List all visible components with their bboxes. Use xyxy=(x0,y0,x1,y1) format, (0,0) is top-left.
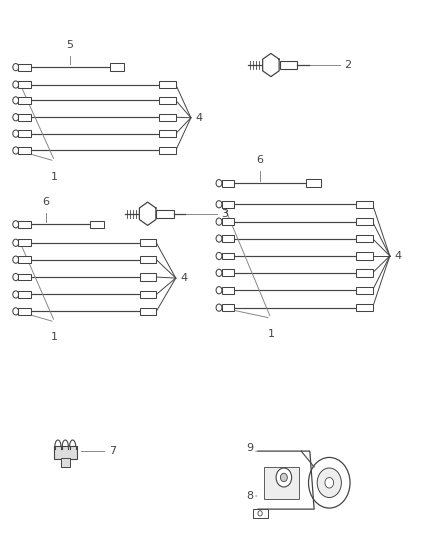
FancyBboxPatch shape xyxy=(61,458,70,467)
Circle shape xyxy=(216,218,222,225)
Polygon shape xyxy=(263,53,279,77)
FancyBboxPatch shape xyxy=(356,218,372,225)
Circle shape xyxy=(258,511,262,516)
Text: 1: 1 xyxy=(51,333,58,342)
FancyBboxPatch shape xyxy=(222,180,234,187)
FancyBboxPatch shape xyxy=(356,304,372,311)
FancyBboxPatch shape xyxy=(159,130,176,138)
FancyBboxPatch shape xyxy=(356,235,372,242)
FancyBboxPatch shape xyxy=(306,180,321,187)
Circle shape xyxy=(216,235,222,242)
FancyBboxPatch shape xyxy=(159,114,176,121)
FancyBboxPatch shape xyxy=(18,239,31,246)
Text: 2: 2 xyxy=(344,60,352,70)
FancyBboxPatch shape xyxy=(53,446,78,459)
Circle shape xyxy=(216,201,222,208)
Circle shape xyxy=(13,63,19,71)
FancyBboxPatch shape xyxy=(18,256,31,263)
FancyBboxPatch shape xyxy=(222,304,234,311)
FancyBboxPatch shape xyxy=(18,291,31,298)
FancyBboxPatch shape xyxy=(18,221,31,228)
Polygon shape xyxy=(139,202,156,225)
FancyBboxPatch shape xyxy=(18,273,31,280)
Text: 1: 1 xyxy=(51,172,58,182)
FancyBboxPatch shape xyxy=(18,64,31,70)
FancyBboxPatch shape xyxy=(279,61,297,69)
Circle shape xyxy=(13,81,19,88)
Circle shape xyxy=(13,221,19,228)
Text: 9: 9 xyxy=(247,443,254,454)
FancyBboxPatch shape xyxy=(253,508,268,518)
FancyBboxPatch shape xyxy=(222,201,234,208)
FancyBboxPatch shape xyxy=(18,81,31,88)
Circle shape xyxy=(13,147,19,154)
FancyBboxPatch shape xyxy=(356,252,372,260)
FancyBboxPatch shape xyxy=(140,239,156,246)
Circle shape xyxy=(13,239,19,246)
Circle shape xyxy=(13,308,19,315)
Circle shape xyxy=(280,473,287,482)
FancyBboxPatch shape xyxy=(140,291,156,298)
FancyBboxPatch shape xyxy=(110,63,124,71)
FancyBboxPatch shape xyxy=(222,235,234,242)
FancyBboxPatch shape xyxy=(18,308,31,315)
FancyBboxPatch shape xyxy=(140,256,156,263)
Text: 3: 3 xyxy=(221,209,228,219)
Circle shape xyxy=(216,180,222,187)
Circle shape xyxy=(13,256,19,263)
FancyBboxPatch shape xyxy=(222,218,234,225)
FancyBboxPatch shape xyxy=(222,269,234,276)
Circle shape xyxy=(216,252,222,260)
Text: 1: 1 xyxy=(267,329,274,339)
Text: 4: 4 xyxy=(180,273,187,283)
FancyBboxPatch shape xyxy=(18,147,31,154)
Polygon shape xyxy=(258,451,314,509)
Text: 4: 4 xyxy=(394,251,401,261)
FancyBboxPatch shape xyxy=(356,287,372,294)
Circle shape xyxy=(13,273,19,281)
Circle shape xyxy=(216,287,222,294)
Circle shape xyxy=(13,97,19,104)
Circle shape xyxy=(13,130,19,137)
Text: 5: 5 xyxy=(66,41,73,50)
FancyBboxPatch shape xyxy=(18,130,31,137)
Text: 6: 6 xyxy=(42,197,49,207)
Circle shape xyxy=(216,269,222,277)
FancyBboxPatch shape xyxy=(356,200,372,208)
Circle shape xyxy=(317,468,341,497)
Circle shape xyxy=(325,478,334,488)
FancyBboxPatch shape xyxy=(140,308,156,315)
Text: 6: 6 xyxy=(257,155,264,165)
FancyBboxPatch shape xyxy=(18,114,31,120)
FancyBboxPatch shape xyxy=(140,273,156,281)
Text: 8: 8 xyxy=(247,491,254,501)
Circle shape xyxy=(13,291,19,298)
Text: 7: 7 xyxy=(109,446,116,456)
FancyBboxPatch shape xyxy=(90,221,104,228)
Circle shape xyxy=(276,468,292,487)
FancyBboxPatch shape xyxy=(18,97,31,104)
FancyBboxPatch shape xyxy=(159,96,176,104)
FancyBboxPatch shape xyxy=(265,467,299,498)
FancyBboxPatch shape xyxy=(159,147,176,154)
FancyBboxPatch shape xyxy=(356,269,372,277)
FancyBboxPatch shape xyxy=(159,81,176,88)
Text: 4: 4 xyxy=(195,113,202,123)
Circle shape xyxy=(13,114,19,121)
FancyBboxPatch shape xyxy=(222,287,234,294)
Circle shape xyxy=(216,304,222,311)
FancyBboxPatch shape xyxy=(222,253,234,260)
Circle shape xyxy=(308,457,350,508)
FancyBboxPatch shape xyxy=(156,209,173,218)
